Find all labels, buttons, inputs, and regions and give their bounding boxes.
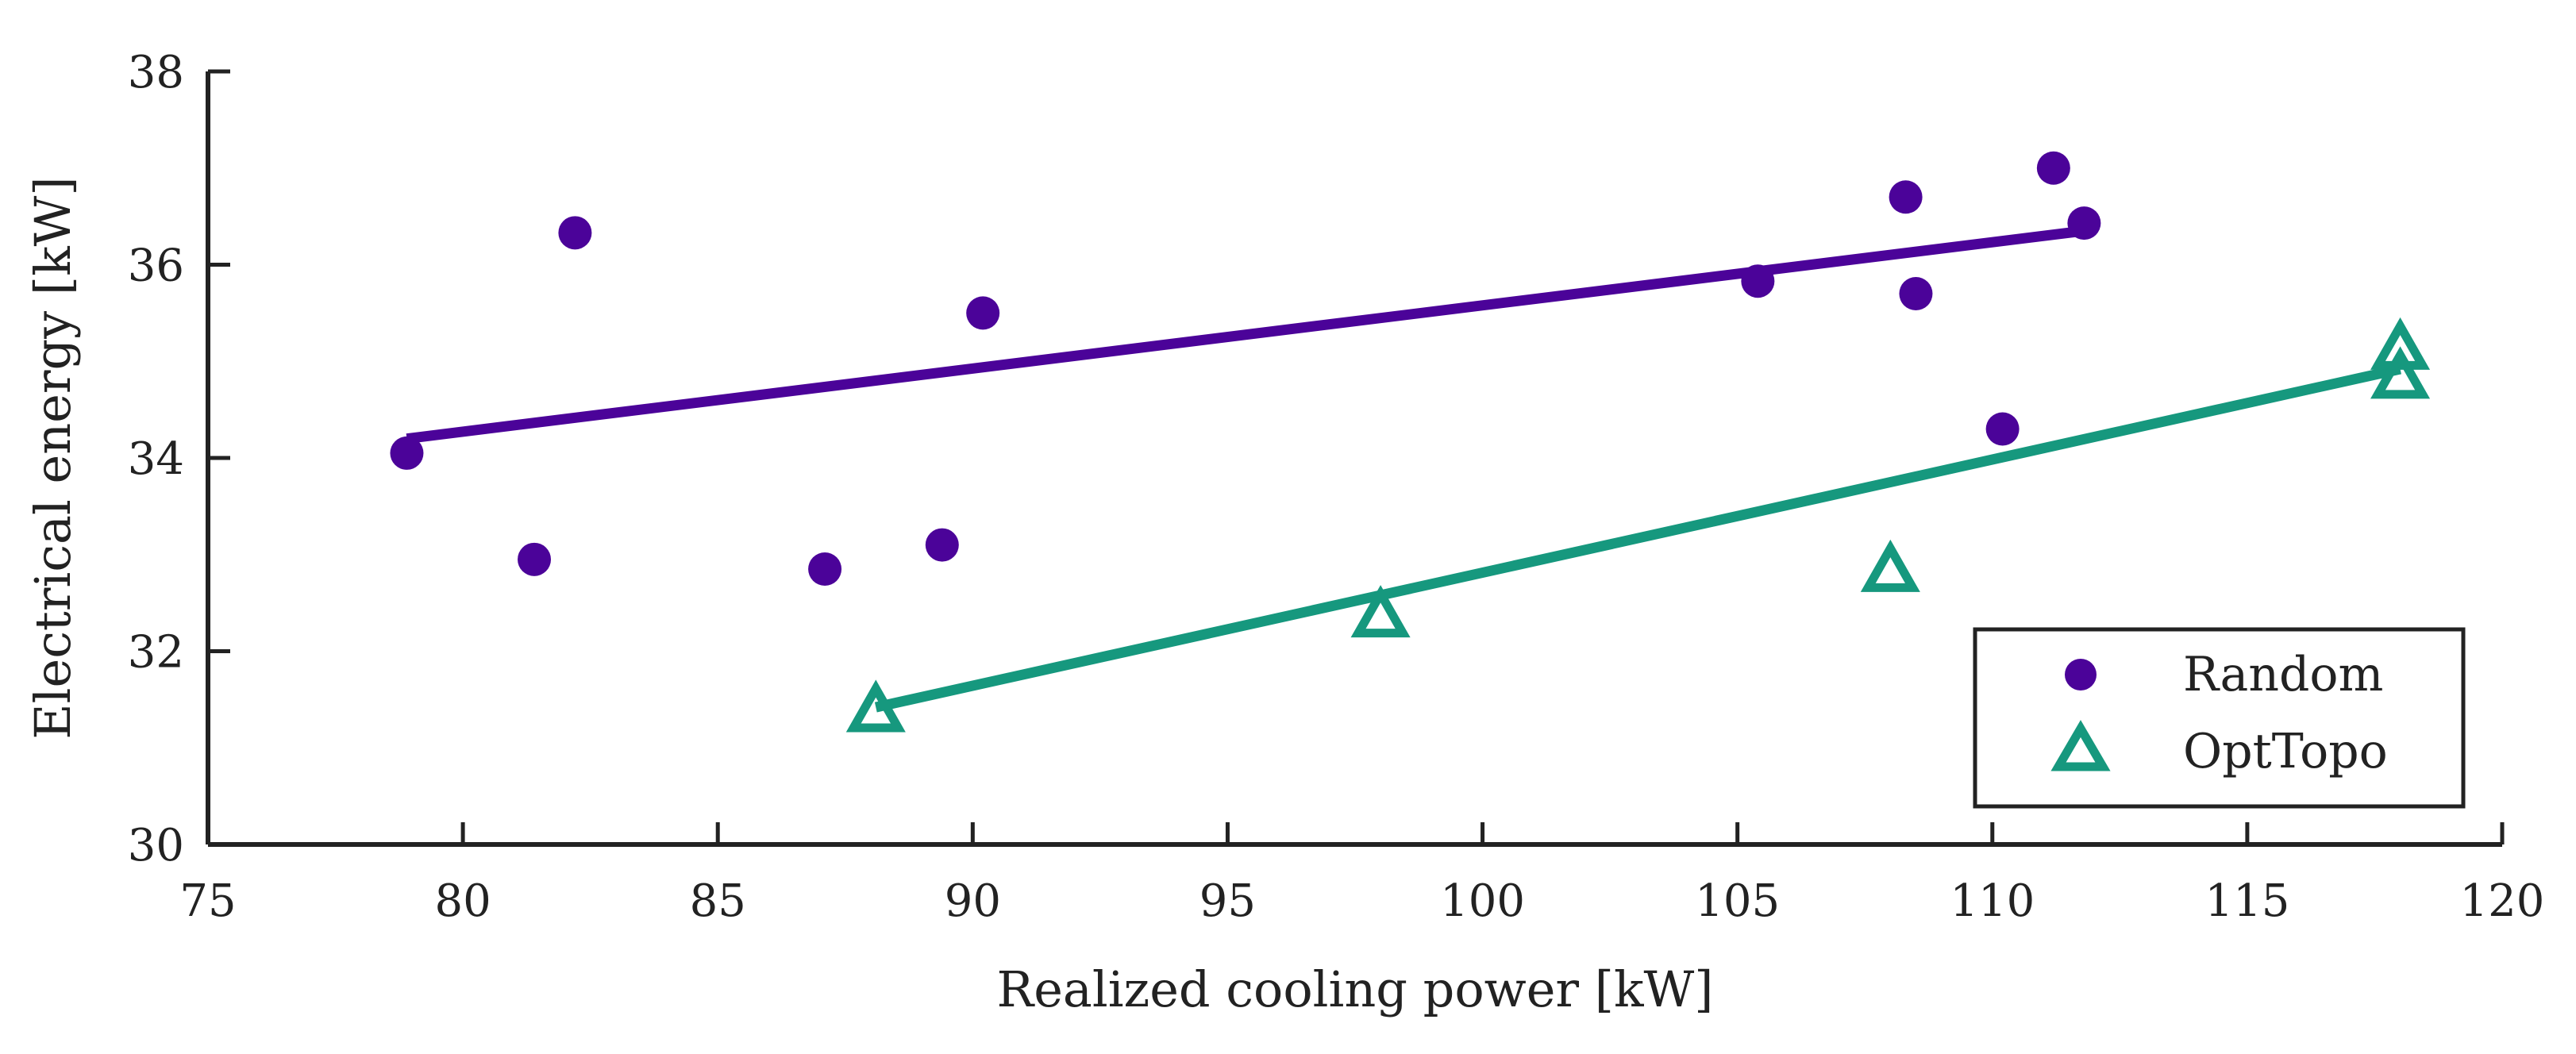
y-tick-label: 36 — [128, 240, 184, 292]
point-opttopo — [1350, 585, 1411, 638]
y-axis-label: Electrical energy [kW] — [24, 176, 82, 739]
legend-label-opttopo: OptTopo — [2183, 724, 2388, 779]
point-random — [1741, 264, 1775, 298]
y-tick-label: 30 — [128, 820, 184, 871]
x-tick-label: 120 — [2460, 875, 2545, 927]
point-random — [2036, 151, 2070, 185]
x-axis-label: Realized cooling power [kW] — [997, 960, 1714, 1018]
point-random — [1899, 277, 1933, 311]
point-opttopo — [2370, 317, 2431, 370]
data-markers — [390, 151, 2431, 733]
axes: 75 80 85 90 95 100 105 110 115 120 30 32 34 36 38 — [128, 47, 2545, 927]
point-random — [966, 296, 1000, 330]
point-random — [2067, 206, 2101, 240]
x-tick-label: 115 — [2204, 875, 2289, 927]
legend-label-random: Random — [2183, 647, 2383, 702]
point-random — [390, 436, 424, 470]
y-tick-label: 32 — [128, 627, 184, 679]
x-tick-label: 75 — [179, 875, 236, 927]
x-tick-label: 95 — [1199, 875, 1256, 927]
point-random — [558, 216, 592, 250]
y-tick-label: 38 — [128, 47, 184, 98]
point-opttopo — [1860, 539, 1920, 592]
x-tick-label: 110 — [1950, 875, 2035, 927]
legend-box — [1973, 627, 2466, 809]
point-opttopo — [2370, 346, 2431, 399]
x-tick-label: 90 — [945, 875, 1001, 927]
point-random — [1985, 412, 2020, 446]
point-random — [1889, 180, 1923, 214]
fit-line-opttopo — [874, 364, 2401, 713]
x-tick-label: 80 — [434, 875, 491, 927]
point-random — [925, 528, 959, 562]
point-opttopo — [845, 679, 906, 733]
fit-line-random — [406, 225, 2085, 444]
legend-marker-opttopo — [2050, 720, 2111, 771]
x-tick-label: 85 — [690, 875, 746, 927]
x-tick-label: 105 — [1695, 875, 1780, 927]
x-ticks: 75 80 85 90 95 100 105 110 115 120 — [179, 822, 2544, 927]
x-tick-label: 100 — [1440, 875, 1525, 927]
point-random — [808, 552, 842, 587]
fit-lines — [406, 225, 2401, 713]
y-ticks: 30 32 34 36 38 — [128, 47, 230, 871]
legend: Random OptTopo — [1973, 627, 2466, 809]
point-random — [518, 542, 552, 576]
y-tick-label: 34 — [128, 433, 184, 485]
legend-marker-random — [2065, 659, 2097, 690]
